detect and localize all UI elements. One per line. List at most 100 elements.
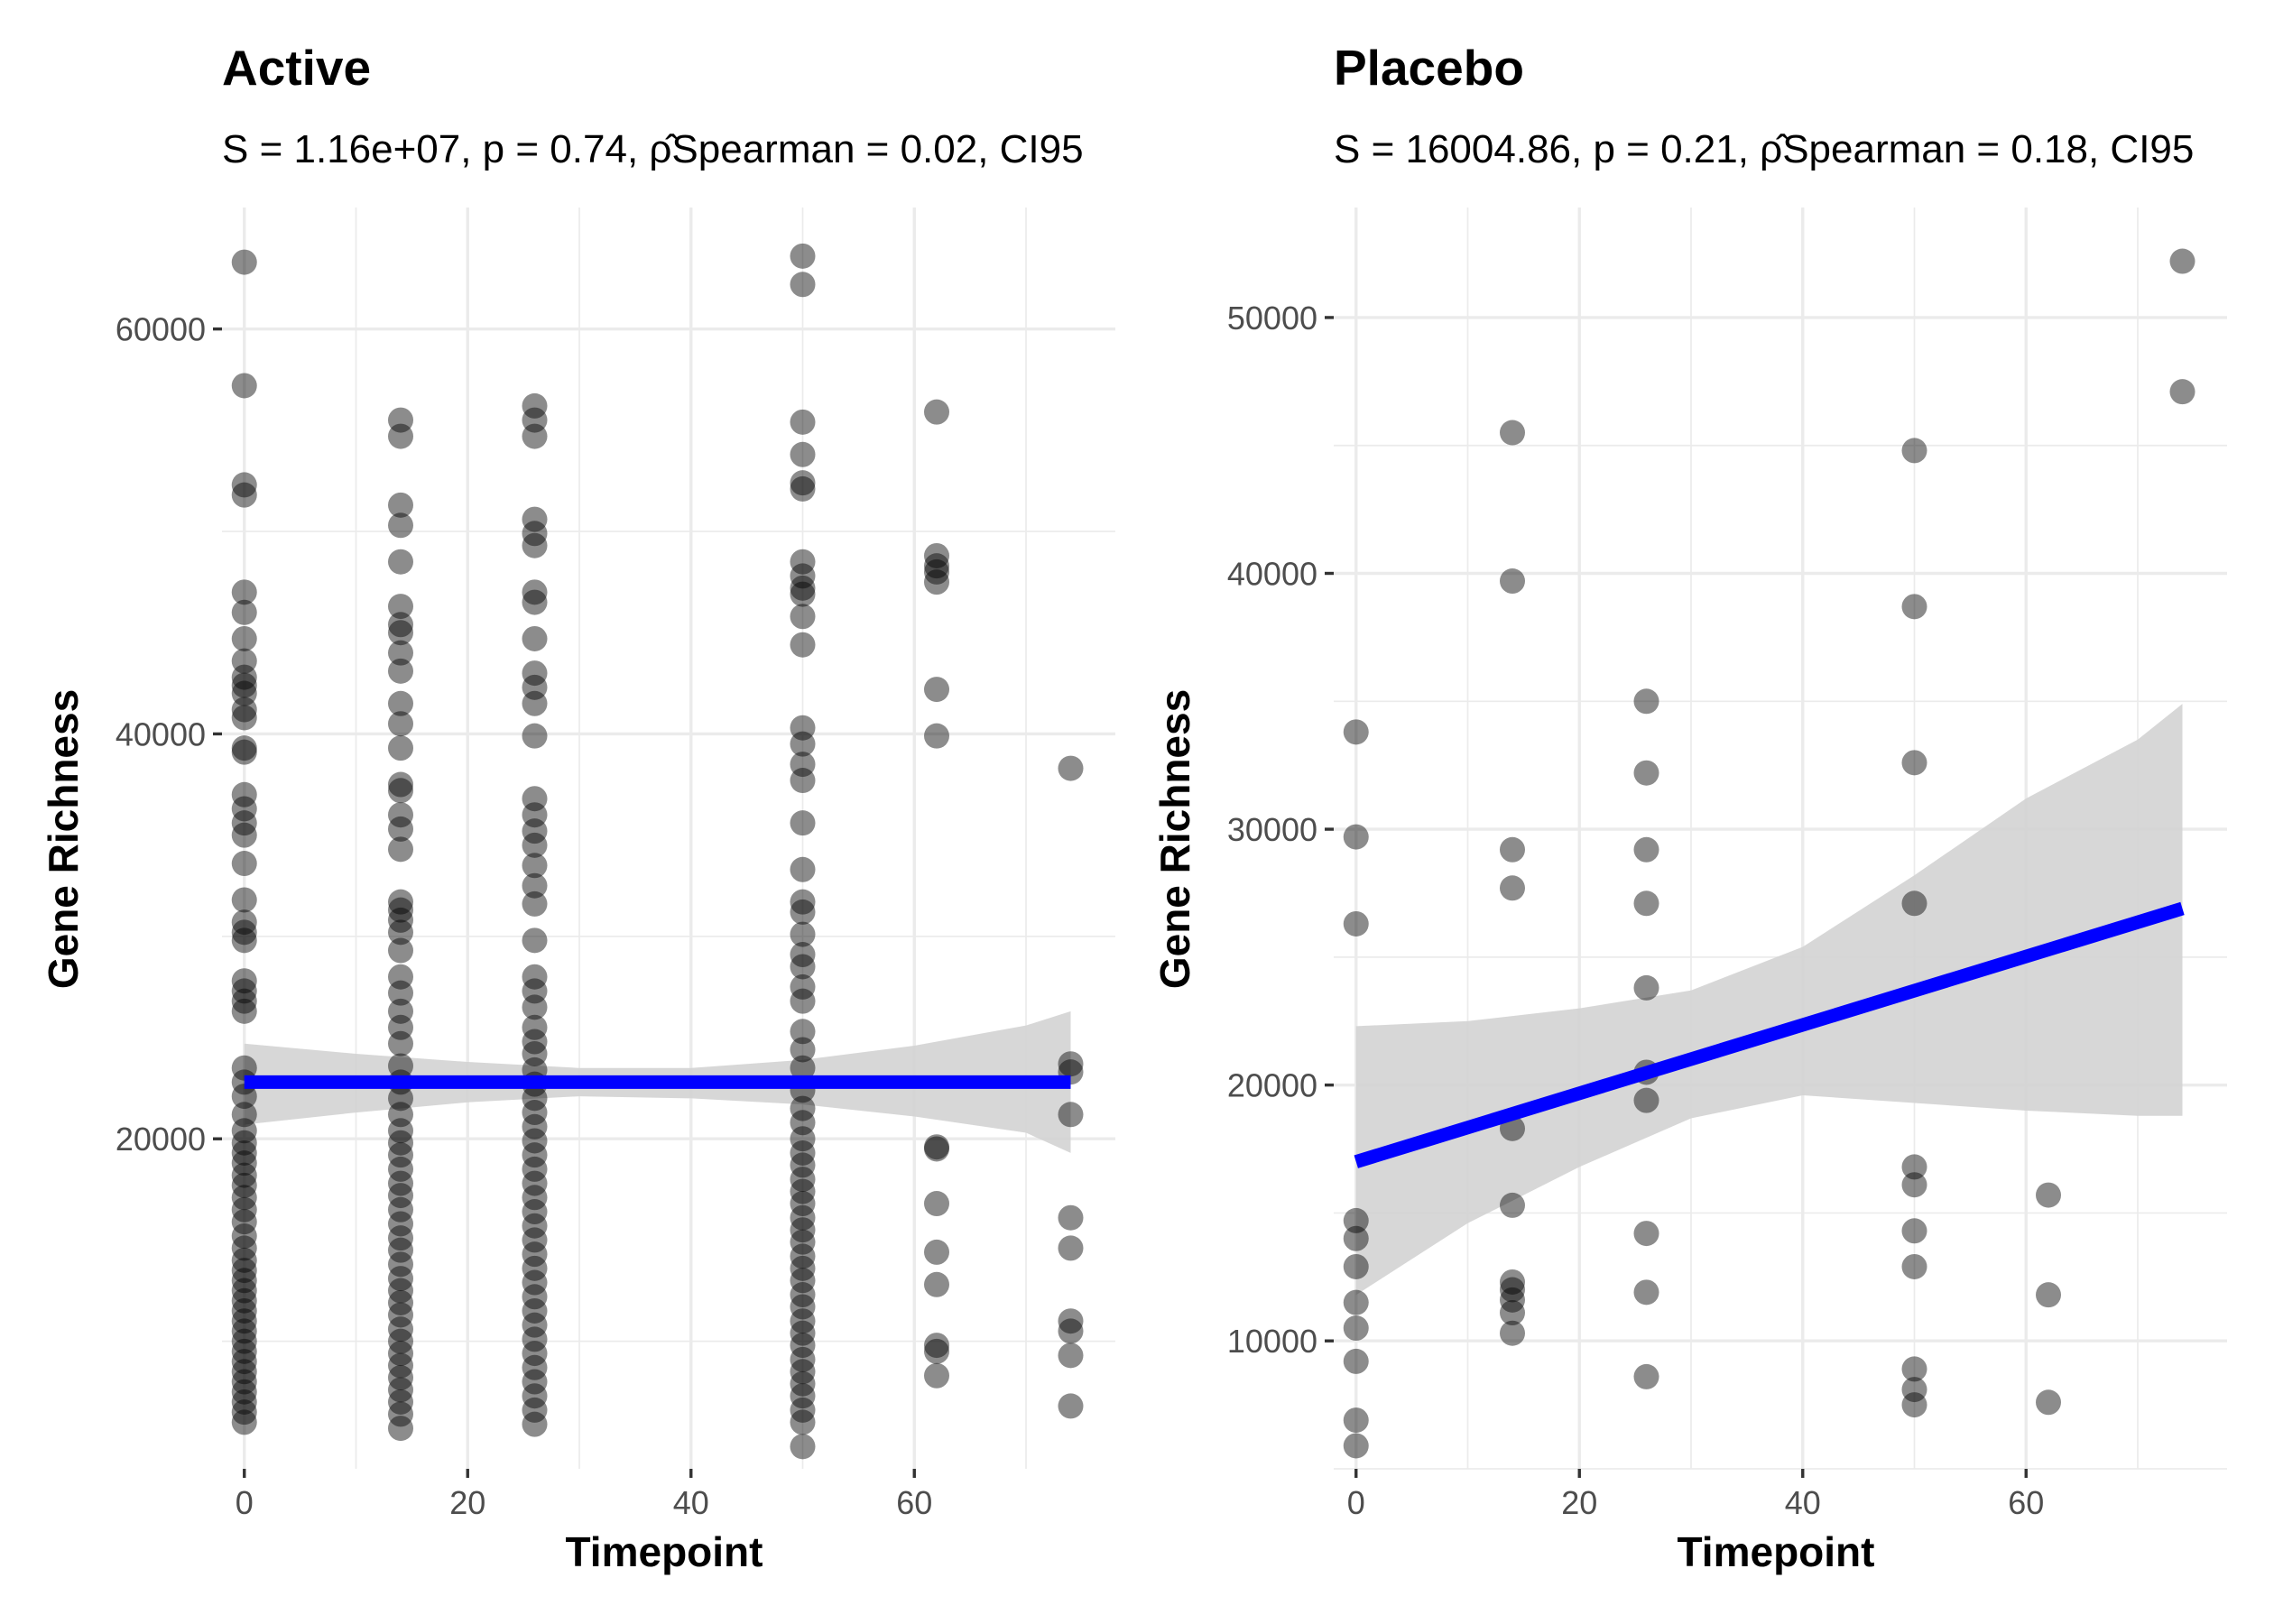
data-point — [924, 1134, 949, 1160]
data-point — [790, 715, 816, 741]
data-point — [388, 1130, 413, 1156]
y-tick-label: 40000 — [116, 715, 206, 752]
data-point — [1633, 688, 1659, 715]
data-point — [790, 441, 816, 467]
ci-band — [1355, 704, 2183, 1296]
panel-placebo: Placebo S = 16004.86, p = 0.21, ρ̂Spearm… — [1151, 40, 2227, 1575]
data-point — [790, 1217, 816, 1243]
data-point — [2036, 1182, 2061, 1208]
data-point — [231, 1389, 257, 1415]
data-point — [388, 1085, 413, 1112]
data-point — [388, 1389, 413, 1415]
data-point — [522, 1029, 548, 1055]
data-point — [388, 1289, 413, 1315]
data-point — [790, 856, 816, 882]
data-point — [1343, 1407, 1369, 1434]
data-point — [790, 1055, 816, 1081]
data-point — [790, 549, 816, 575]
data-point — [522, 1397, 548, 1423]
data-point — [522, 1170, 548, 1196]
data-point — [522, 1156, 548, 1182]
data-point — [388, 1251, 413, 1278]
data-point — [231, 697, 257, 723]
x-axis-title: Timepoint — [566, 1528, 763, 1575]
y-axis: 10000 20000 30000 40000 50000 — [1227, 300, 1334, 1360]
data-point — [790, 1255, 816, 1281]
data-point — [231, 705, 257, 731]
data-point — [924, 399, 949, 425]
data-point — [522, 890, 548, 917]
data-point — [790, 921, 816, 947]
data-point — [522, 1312, 548, 1338]
data-point — [231, 1328, 257, 1354]
data-point — [231, 1399, 257, 1426]
data-point — [1500, 875, 1525, 901]
data-point — [790, 731, 816, 757]
data-point — [388, 711, 413, 737]
data-point — [388, 620, 413, 646]
data-point — [388, 640, 413, 666]
data-point — [388, 778, 413, 804]
data-point — [522, 964, 548, 990]
data-point — [522, 506, 548, 532]
y-axis-title: Gene Richness — [40, 689, 87, 989]
fit-line — [1354, 901, 2185, 1168]
data-point — [231, 735, 257, 761]
data-point — [790, 1308, 816, 1334]
data-point — [790, 1178, 816, 1204]
data-point — [231, 1162, 257, 1188]
data-points — [1343, 248, 2195, 1459]
data-point — [924, 569, 949, 595]
data-point — [522, 1199, 548, 1225]
data-point — [388, 937, 413, 964]
data-point — [790, 954, 816, 980]
data-point — [231, 968, 257, 994]
data-point — [790, 1126, 816, 1152]
data-point — [790, 563, 816, 589]
data-point — [388, 1211, 413, 1237]
data-point — [388, 549, 413, 575]
data-point — [231, 1318, 257, 1344]
data-point — [231, 1287, 257, 1314]
data-point — [388, 1278, 413, 1304]
data-point — [231, 1338, 257, 1364]
data-point — [388, 980, 413, 1006]
data-point — [522, 660, 548, 687]
data-point — [1343, 719, 1369, 745]
data-point — [790, 1152, 816, 1178]
data-point — [790, 1110, 816, 1136]
data-point — [231, 1379, 257, 1405]
data-point — [924, 1239, 949, 1265]
data-point — [1058, 1235, 1084, 1261]
data-point — [231, 1409, 257, 1435]
data-points — [231, 243, 1084, 1460]
data-point — [388, 1196, 413, 1223]
data-point — [2169, 379, 2195, 405]
data-point — [1633, 836, 1659, 863]
data-point — [790, 1191, 816, 1217]
data-point — [231, 1369, 257, 1395]
data-point — [231, 851, 257, 877]
data-point — [1901, 1218, 1927, 1244]
data-point — [1500, 1269, 1525, 1295]
data-point — [231, 680, 257, 706]
data-point — [1633, 890, 1659, 917]
y-tick-label: 40000 — [1227, 556, 1317, 593]
data-point — [790, 1434, 816, 1460]
data-point — [1633, 1221, 1659, 1247]
data-point — [1901, 750, 1927, 776]
data-point — [2169, 248, 2195, 274]
data-point — [1343, 910, 1369, 937]
data-point — [1633, 760, 1659, 786]
data-point — [522, 1213, 548, 1239]
data-point — [790, 409, 816, 435]
data-point — [231, 988, 257, 1014]
data-point — [522, 1411, 548, 1437]
data-point — [1633, 1087, 1659, 1113]
data-point — [924, 1362, 949, 1389]
data-point — [388, 907, 413, 933]
data-point — [388, 897, 413, 923]
data-point — [231, 1235, 257, 1261]
data-point — [1058, 1393, 1084, 1419]
